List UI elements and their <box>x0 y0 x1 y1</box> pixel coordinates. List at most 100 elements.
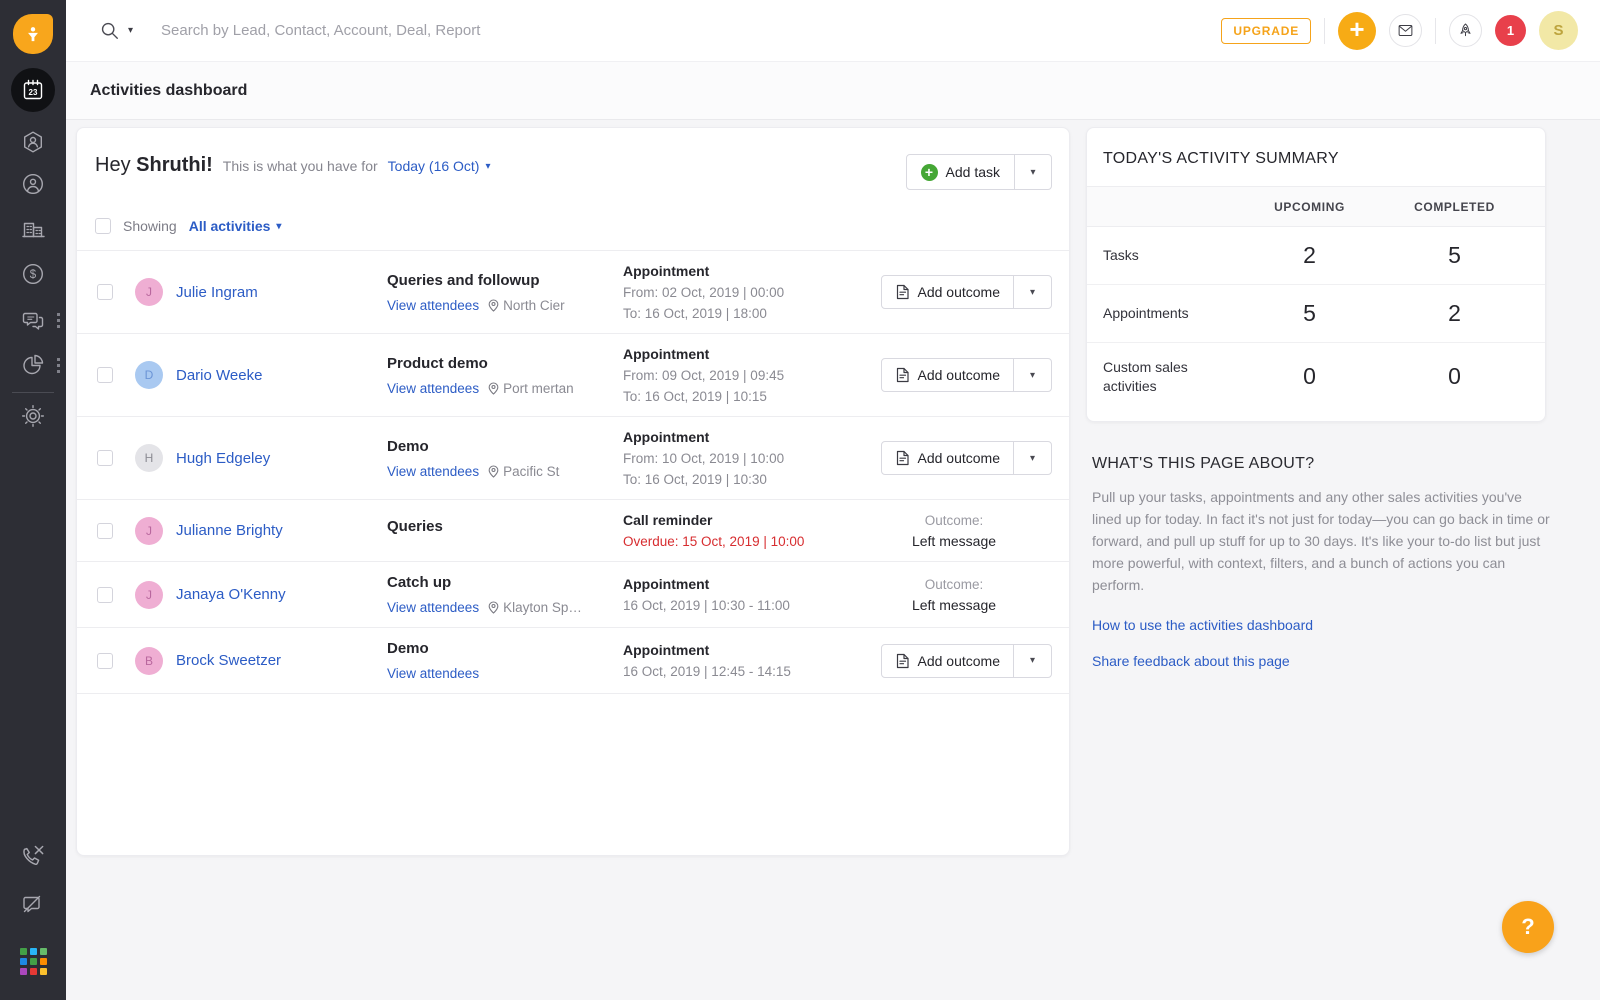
add-outcome-dropdown[interactable]: ▾ <box>1013 644 1051 677</box>
how-to-use-link[interactable]: How to use the activities dashboard <box>1092 616 1314 633</box>
location-pin-icon <box>488 464 499 478</box>
outcome-note-icon <box>896 367 909 383</box>
whats-new-button[interactable] <box>1449 14 1482 47</box>
sidebar-item-accounts[interactable] <box>0 216 66 240</box>
add-outcome-button[interactable]: Add outcome <box>882 645 1014 677</box>
row-checkbox[interactable] <box>97 367 113 383</box>
about-body: Pull up your tasks, appointments and any… <box>1092 489 1550 594</box>
outcome-display: Outcome: Left message <box>911 576 997 613</box>
add-outcome-button-group: Add outcome ▾ <box>880 643 1052 678</box>
activity-title: Demo <box>387 437 429 455</box>
contact-name-link[interactable]: Julianne Brighty <box>176 522 283 539</box>
add-task-button[interactable]: + Add task <box>907 155 1014 189</box>
accounts-icon <box>22 222 45 238</box>
topbar-separator <box>1324 17 1325 44</box>
add-outcome-dropdown[interactable]: ▾ <box>1013 359 1051 391</box>
activity-type: Appointment <box>623 346 710 362</box>
contact-name-link[interactable]: Brock Sweetzer <box>176 652 282 669</box>
row-checkbox[interactable] <box>97 284 113 300</box>
view-attendees-link[interactable]: View attendees <box>387 666 480 681</box>
sidebar-item-deals[interactable]: $ <box>0 262 66 286</box>
quick-add-button[interactable]: + <box>1338 11 1376 50</box>
titlebar: Activities dashboard <box>66 62 1600 120</box>
row-checkbox[interactable] <box>97 586 113 603</box>
chevron-down-icon: ▾ <box>276 220 282 232</box>
summary-col-completed: COMPLETED <box>1414 199 1495 214</box>
add-task-dropdown[interactable]: ▾ <box>1014 155 1051 189</box>
contact-name-link[interactable]: Dario Weeke <box>176 366 263 384</box>
sidebar-item-phone-disabled[interactable] <box>0 844 66 869</box>
view-attendees-link[interactable]: View attendees <box>387 297 480 313</box>
search-icon[interactable] <box>100 21 120 41</box>
chevron-down-icon: ▾ <box>1030 166 1036 178</box>
sidebar-item-activities[interactable]: 23 <box>0 68 66 112</box>
view-attendees-link[interactable]: View attendees <box>387 600 480 615</box>
date-filter-dropdown[interactable]: Today (16 Oct) ▾ <box>387 158 491 174</box>
freshsales-logo-icon <box>28 27 38 42</box>
activity-time-line2: To: 16 Oct, 2019 | 10:15 <box>623 389 767 404</box>
add-outcome-button[interactable]: Add outcome <box>882 442 1014 474</box>
contacts-icon <box>22 173 44 195</box>
contact-name-link[interactable]: Julie Ingram <box>176 283 258 301</box>
freshsales-logo[interactable] <box>13 14 53 54</box>
location-pin-icon <box>488 381 499 395</box>
activity-time-line2: To: 16 Oct, 2019 | 18:00 <box>623 306 767 321</box>
conversations-overflow-dots[interactable] <box>57 313 60 328</box>
view-attendees-link[interactable]: View attendees <box>387 380 480 396</box>
search-input[interactable] <box>161 22 802 39</box>
email-button[interactable] <box>1389 14 1422 47</box>
sidebar-item-chat-disabled[interactable] <box>0 893 66 917</box>
activity-row: H Hugh Edgeley Demo View attendees Pacif… <box>77 416 1069 499</box>
topbar: ▾ UPGRADE + 1 S <box>66 0 1600 62</box>
activity-row: B Brock Sweetzer Demo View attendees App… <box>77 627 1069 694</box>
contact-avatar: J <box>135 516 163 545</box>
sidebar-item-analytics[interactable] <box>0 353 66 377</box>
activity-type: Appointment <box>623 429 710 445</box>
activity-location: North Cier <box>488 298 565 313</box>
activity-row: J Julie Ingram Queries and followup View… <box>77 250 1069 333</box>
add-outcome-dropdown[interactable]: ▾ <box>1013 442 1051 474</box>
outcome-display: Outcome: Left message <box>911 512 997 549</box>
contact-name-link[interactable]: Janaya O'Kenny <box>176 586 286 603</box>
upgrade-button[interactable]: UPGRADE <box>1221 17 1311 44</box>
activity-time-line1: From: 02 Oct, 2019 | 00:00 <box>623 285 785 300</box>
add-outcome-button[interactable]: Add outcome <box>882 359 1014 391</box>
location-pin-icon <box>488 298 499 312</box>
row-checkbox[interactable] <box>97 652 113 669</box>
select-all-checkbox[interactable] <box>95 218 111 234</box>
filter-bar: Showing All activities ▾ <box>77 218 1069 234</box>
activity-list: J Julie Ingram Queries and followup View… <box>77 250 1069 694</box>
share-feedback-link[interactable]: Share feedback about this page <box>1092 652 1290 669</box>
sidebar-item-settings[interactable] <box>0 404 66 428</box>
conversations-icon <box>22 312 44 330</box>
row-checkbox[interactable] <box>97 522 113 539</box>
contact-name-link[interactable]: Hugh Edgeley <box>176 449 271 467</box>
sidebar: 23 $ <box>0 0 66 1000</box>
notifications-button[interactable]: 1 <box>1495 15 1526 46</box>
greeting-name: Shruthi! <box>136 154 213 176</box>
activity-title: Product demo <box>387 354 488 372</box>
activities-card: Hey Shruthi! This is what you have for T… <box>76 127 1070 856</box>
search-scope-caret[interactable]: ▾ <box>128 25 134 36</box>
add-outcome-button[interactable]: Add outcome <box>882 276 1014 308</box>
analytics-overflow-dots[interactable] <box>57 358 60 373</box>
chevron-down-icon: ▾ <box>1029 452 1036 464</box>
summary-title: TODAY'S ACTIVITY SUMMARY <box>1103 150 1339 167</box>
sidebar-item-contacts[interactable] <box>0 172 66 196</box>
sidebar-item-conversations[interactable] <box>0 308 66 332</box>
chevron-down-icon: ▾ <box>1029 286 1036 298</box>
sidebar-item-apps-switcher[interactable] <box>0 948 66 975</box>
row-checkbox[interactable] <box>97 450 113 466</box>
add-outcome-button-group: Add outcome ▾ <box>880 358 1052 392</box>
help-button[interactable]: ? <box>1502 901 1554 953</box>
add-outcome-dropdown[interactable]: ▾ <box>1013 276 1051 308</box>
about-title: WHAT'S THIS PAGE ABOUT? <box>1092 455 1315 472</box>
showing-label: Showing <box>123 218 177 234</box>
analytics-icon <box>23 354 44 375</box>
activity-time-line2: To: 16 Oct, 2019 | 10:30 <box>623 472 767 487</box>
sidebar-item-leads[interactable] <box>0 130 66 154</box>
view-attendees-link[interactable]: View attendees <box>387 463 480 479</box>
activity-type-filter[interactable]: All activities ▾ <box>188 218 282 234</box>
profile-avatar[interactable]: S <box>1539 11 1578 50</box>
add-outcome-button-group: Add outcome ▾ <box>880 441 1052 475</box>
